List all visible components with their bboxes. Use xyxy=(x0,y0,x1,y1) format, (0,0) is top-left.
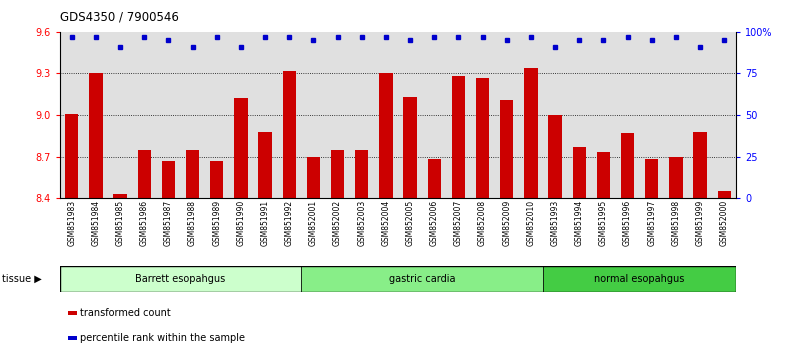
Bar xyxy=(162,161,175,198)
Bar xyxy=(572,147,586,198)
Bar xyxy=(548,115,562,198)
Bar xyxy=(283,71,296,198)
Bar xyxy=(186,150,199,198)
Bar xyxy=(597,153,610,198)
Bar xyxy=(543,266,736,292)
Text: percentile rank within the sample: percentile rank within the sample xyxy=(80,333,244,343)
Bar xyxy=(210,161,224,198)
Bar xyxy=(65,114,79,198)
Bar xyxy=(404,97,417,198)
Bar xyxy=(331,150,344,198)
Bar xyxy=(234,98,248,198)
Text: GDS4350 / 7900546: GDS4350 / 7900546 xyxy=(60,11,178,24)
Bar xyxy=(89,74,103,198)
Bar xyxy=(500,100,513,198)
Bar xyxy=(645,159,658,198)
Bar xyxy=(355,150,369,198)
Bar xyxy=(452,76,465,198)
Bar xyxy=(302,266,543,292)
Bar xyxy=(379,74,392,198)
Bar xyxy=(717,191,731,198)
Bar xyxy=(525,68,537,198)
Text: gastric cardia: gastric cardia xyxy=(389,274,455,284)
Bar xyxy=(114,194,127,198)
Text: Barrett esopahgus: Barrett esopahgus xyxy=(135,274,225,284)
Bar xyxy=(669,157,682,198)
Text: tissue ▶: tissue ▶ xyxy=(2,274,41,284)
Bar xyxy=(259,132,271,198)
Bar xyxy=(138,150,151,198)
Bar xyxy=(427,159,441,198)
Text: normal esopahgus: normal esopahgus xyxy=(595,274,685,284)
Bar xyxy=(306,157,320,198)
Text: transformed count: transformed count xyxy=(80,308,170,318)
Bar xyxy=(60,266,302,292)
Bar xyxy=(693,132,707,198)
Bar xyxy=(621,133,634,198)
Bar xyxy=(476,78,490,198)
